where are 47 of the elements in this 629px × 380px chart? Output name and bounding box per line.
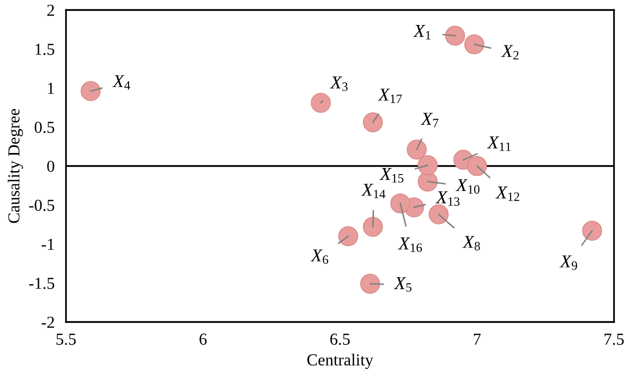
annotation: X$_{13}$ xyxy=(436,191,460,206)
annotation: X$_{1}$ xyxy=(413,25,430,40)
x-tick-label: 6 xyxy=(200,334,207,345)
annotation: X$_{17}$ xyxy=(378,88,402,104)
x-tick-label: 5.5 xyxy=(56,334,76,345)
annotation: X$_{8}$ xyxy=(462,236,480,250)
annotation: X$_{9}$ xyxy=(560,255,578,270)
point xyxy=(362,216,383,237)
annotation: X$_{5}$ xyxy=(394,277,412,292)
point xyxy=(362,112,383,132)
annotation: X$_{6}$ xyxy=(310,249,328,264)
annotation: X$_{12}$ xyxy=(495,186,520,201)
y-tick-label: -1.5 xyxy=(29,278,54,290)
point xyxy=(80,81,101,102)
point xyxy=(338,226,358,246)
y-tick-label: -1 xyxy=(42,238,54,250)
annotation: X$_{10}$ xyxy=(456,179,480,194)
point xyxy=(467,156,487,176)
point xyxy=(464,34,484,54)
point xyxy=(310,92,331,113)
x-tick-label: 7 xyxy=(474,334,481,345)
y-tick-label: 0 xyxy=(47,160,54,172)
annotation: X$_{4}$ xyxy=(112,75,130,90)
point xyxy=(418,155,438,176)
y-tick-label: 1.5 xyxy=(36,44,54,56)
point xyxy=(360,274,380,294)
point xyxy=(582,220,602,241)
annotation: X$_{16}$ xyxy=(398,238,422,252)
annotation: X$_{11}$ xyxy=(486,136,511,151)
point xyxy=(445,26,466,46)
y-tick-label: 2 xyxy=(47,4,54,16)
point xyxy=(406,140,427,160)
point xyxy=(428,204,449,224)
annotation: X$_{7}$ xyxy=(420,112,438,128)
y-tick-label: -2 xyxy=(42,316,54,328)
y-tick-label: 0.5 xyxy=(34,122,54,134)
y-tick-label: 1 xyxy=(48,82,54,94)
annotation: X$_{2}$ xyxy=(501,45,518,60)
y-tick-label: -0.5 xyxy=(29,200,54,212)
x-tick-label: 6.5 xyxy=(330,334,350,345)
point xyxy=(390,193,410,214)
x-tick-label: 7.5 xyxy=(604,334,624,345)
y-axis-title: Causality Degree xyxy=(8,108,23,223)
annotation: X$_{15}$ xyxy=(379,168,404,182)
x-axis-title: Centrality xyxy=(307,354,374,369)
annotation: X$_{3}$ xyxy=(330,76,348,91)
annotation: X$_{14}$ xyxy=(361,184,386,198)
